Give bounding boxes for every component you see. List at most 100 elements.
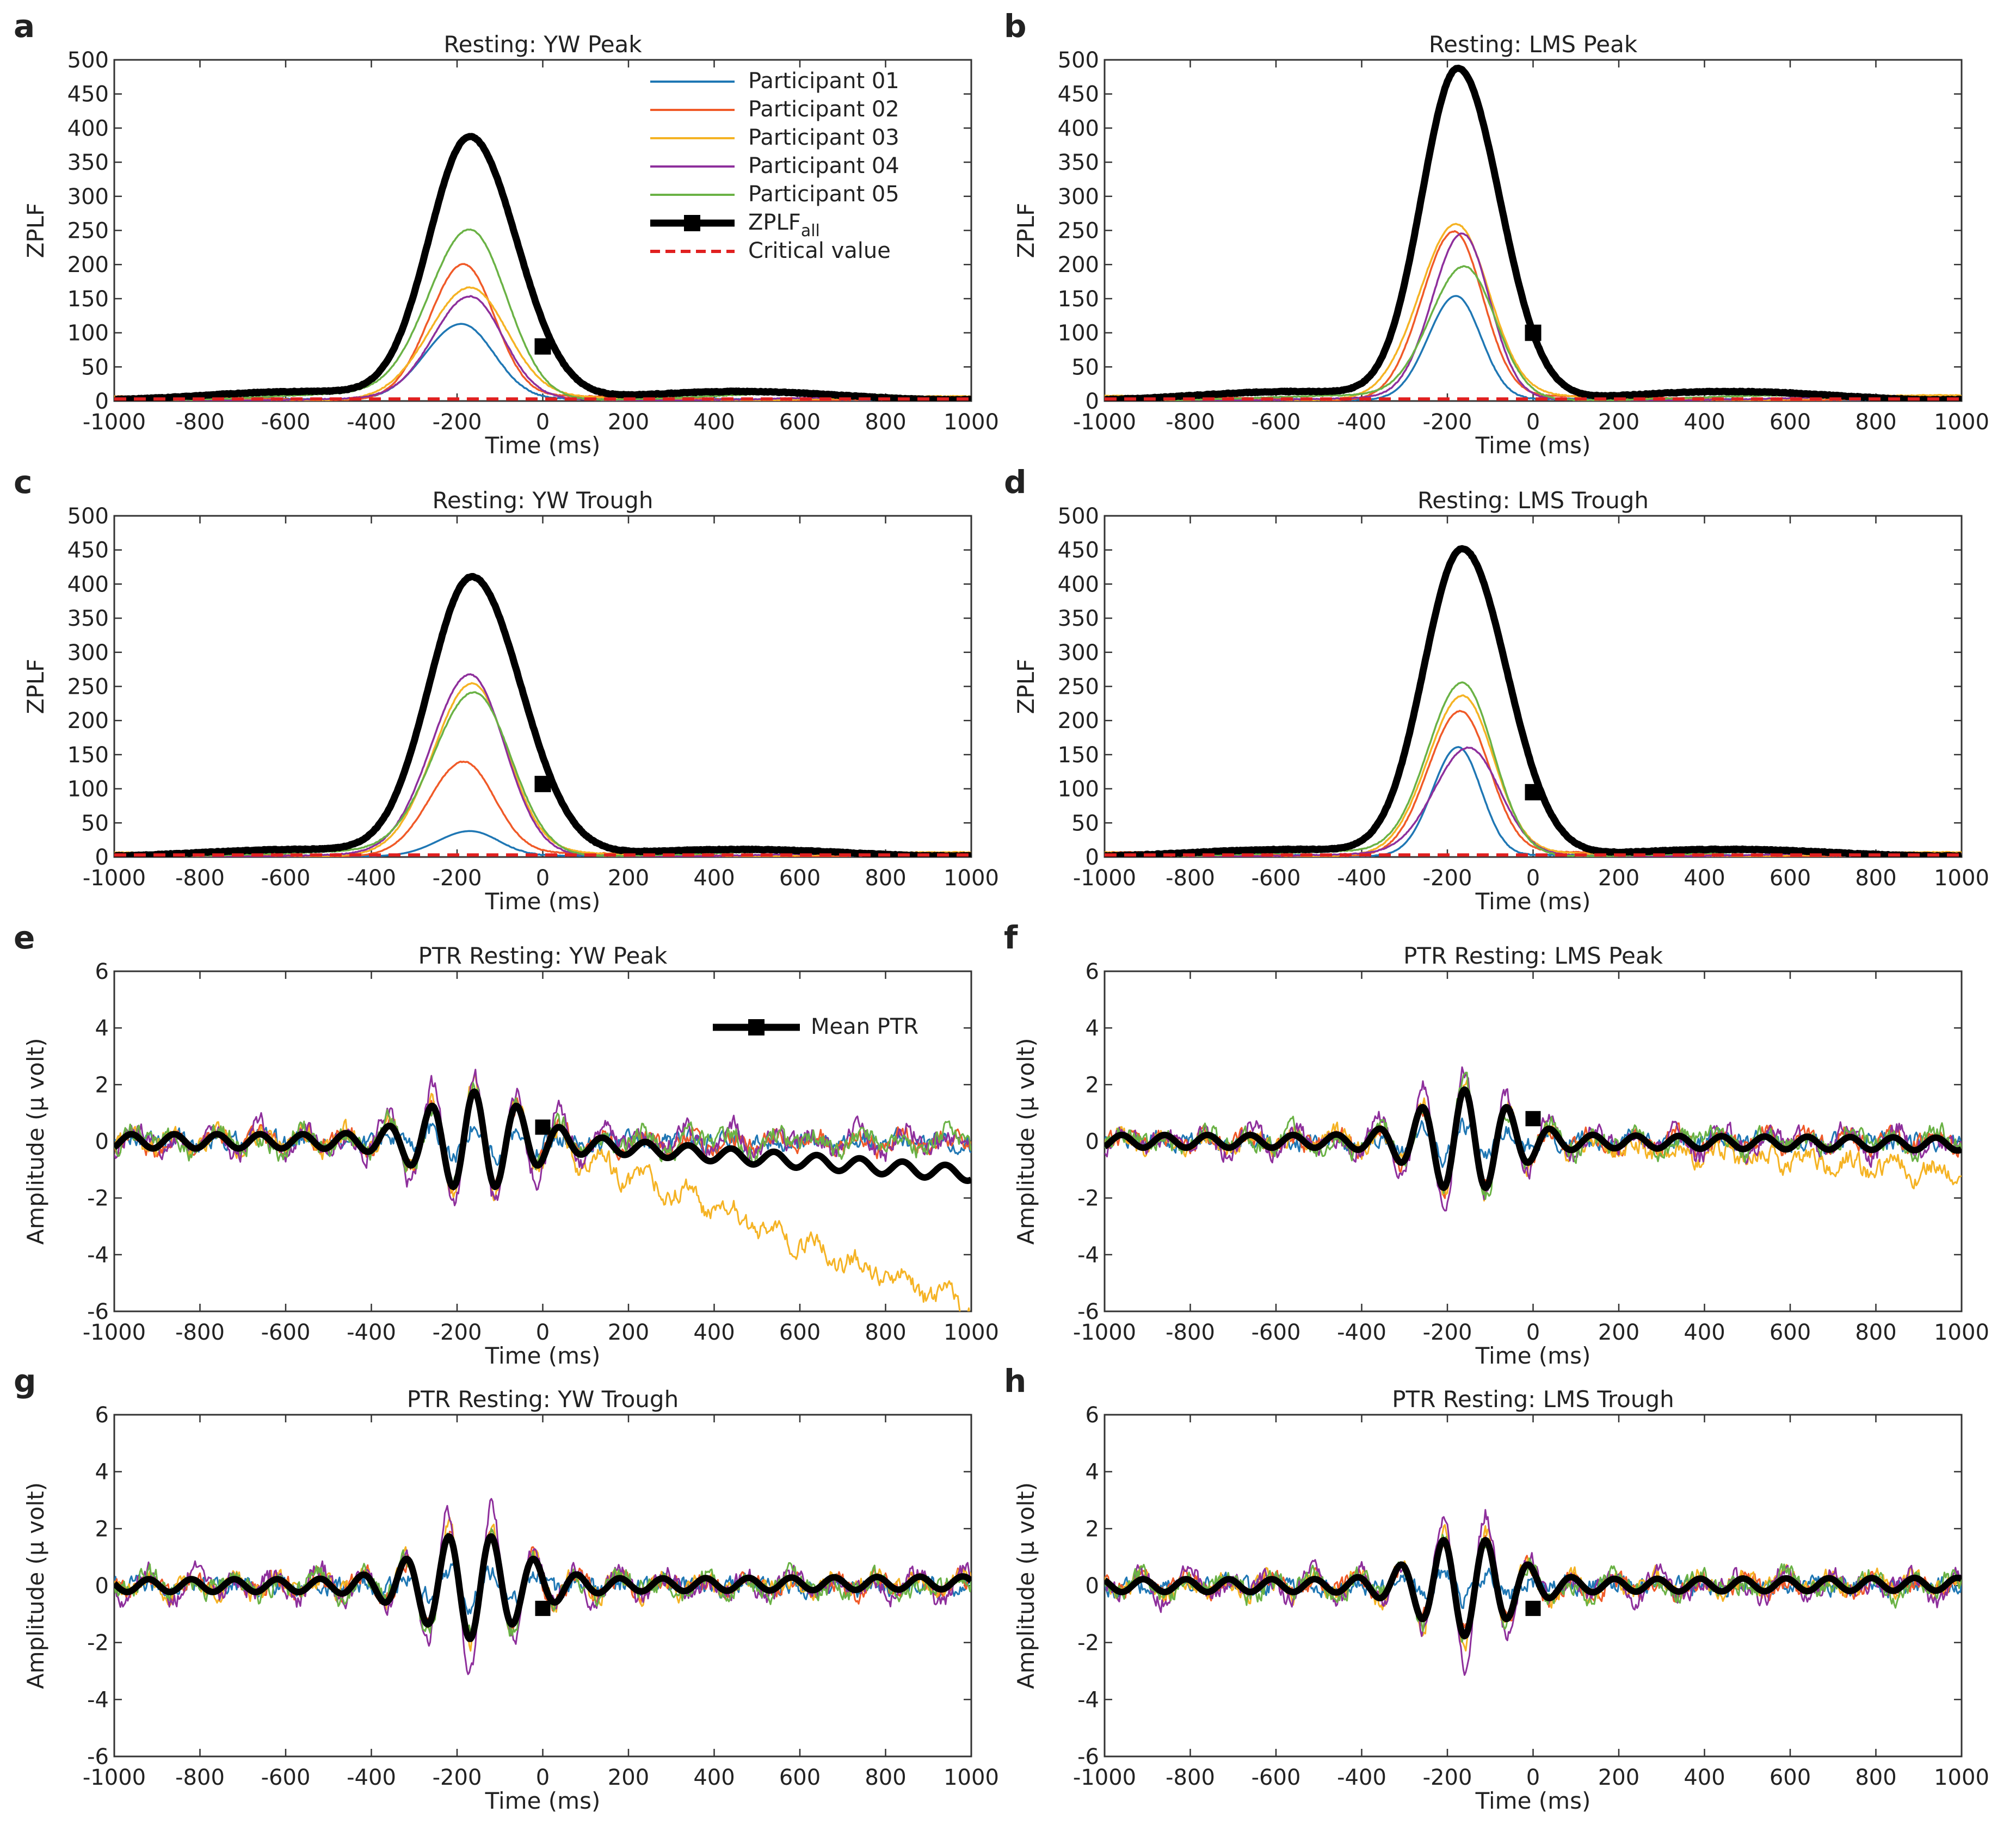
y-axis-label: Amplitude (µ volt) (1013, 1482, 1039, 1689)
x-tick-label: 600 (779, 1765, 821, 1790)
legend-subscript: all (801, 221, 820, 241)
x-axis-label: Time (ms) (1475, 432, 1591, 459)
x-tick-label: 400 (693, 1765, 735, 1790)
y-tick-label: 50 (1071, 811, 1099, 836)
y-tick-label: -6 (1077, 1744, 1099, 1770)
y-tick-label: -4 (1077, 1687, 1099, 1712)
y-tick-label: 100 (67, 321, 109, 346)
plot-area (114, 573, 971, 857)
y-tick-label: 350 (67, 150, 109, 175)
x-tick-label: 400 (693, 410, 735, 435)
chart-title: PTR Resting: YW Trough (407, 1386, 679, 1413)
ptr-marker (1525, 1600, 1541, 1616)
y-tick-label: 450 (1058, 538, 1099, 563)
legend-entry: Participant 02 (748, 97, 899, 122)
legend-entry: ZPLFall (748, 210, 820, 241)
x-tick-label: -400 (1337, 410, 1386, 435)
series-line-participant-03 (114, 682, 971, 857)
axes-box (113, 515, 972, 858)
x-tick-label: -200 (1423, 410, 1472, 435)
legend-entry: Participant 01 (748, 69, 899, 94)
x-tick-label: 200 (1598, 1320, 1639, 1345)
panel-letter: e (14, 919, 35, 956)
series-line-participant-03 (1105, 223, 1962, 401)
series-line-participant-02 (1105, 710, 1962, 857)
x-tick-label: 200 (1598, 410, 1639, 435)
plot-area (1105, 64, 1962, 401)
y-tick-label: 100 (1058, 777, 1099, 802)
x-tick-label: 200 (608, 866, 649, 891)
x-tick-label: -400 (347, 1765, 396, 1790)
x-tick-label: 200 (608, 1765, 649, 1790)
series-line-participant-01 (1105, 1567, 1962, 1609)
x-tick-label: 800 (1855, 410, 1896, 435)
series-line-mean-ptr (114, 1088, 971, 1191)
panel-f: f PTR Resting: LMS Peak-1000 -800 -600 -400-… (1004, 919, 1989, 1369)
y-tick-label: 500 (67, 48, 109, 73)
x-axis-label: Time (ms) (485, 1342, 601, 1369)
x-tick-label: -200 (433, 1320, 482, 1345)
y-tick-label: 450 (67, 538, 109, 563)
x-tick-label: -600 (261, 1765, 311, 1790)
legend-entry: Mean PTR (811, 1014, 918, 1039)
y-tick-label: 0 (95, 389, 109, 414)
panel-letter: d (1004, 464, 1027, 501)
series-line-participant-03 (114, 1074, 970, 1311)
y-tick-label: 500 (1058, 504, 1099, 529)
x-tick-label: -800 (1166, 1765, 1215, 1790)
x-tick-label: -600 (1251, 1320, 1301, 1345)
panel-letter: b (1004, 8, 1027, 45)
y-tick-label: -2 (1077, 1631, 1099, 1656)
x-tick-label: 0 (1526, 1320, 1540, 1345)
x-axis-label: Time (ms) (1475, 1787, 1591, 1814)
x-tick-label: 800 (865, 410, 906, 435)
chart-title: PTR Resting: LMS Trough (1392, 1386, 1674, 1413)
y-tick-label: 250 (1058, 219, 1099, 244)
y-tick-label: -6 (1077, 1299, 1099, 1324)
x-tick-label: -600 (1251, 866, 1301, 891)
y-tick-label: 6 (1086, 1403, 1099, 1428)
ptr-marker (1525, 1111, 1541, 1126)
series-line-participant-04 (1105, 1509, 1962, 1676)
x-tick-label: -1000 (83, 1765, 146, 1790)
series-line-zplf-all (1105, 545, 1962, 857)
x-tick-label: 200 (1598, 866, 1639, 891)
x-tick-label: 400 (1684, 410, 1725, 435)
panel-d: d Resting: LMS Trough -1000 -800 -600 -400 -20… (1004, 464, 1989, 915)
y-axis-label: Amplitude (µ volt) (1013, 1038, 1039, 1244)
x-tick-label: -600 (1251, 1765, 1301, 1790)
legend-marker (748, 1019, 765, 1035)
y-tick-label: 200 (1058, 708, 1099, 733)
panel-letter: c (14, 464, 32, 501)
y-tick-label: 400 (67, 572, 109, 597)
plot-area (114, 133, 971, 401)
series-line-participant-01 (114, 323, 971, 401)
panel-letter: h (1004, 1363, 1026, 1400)
x-tick-label: -600 (261, 1320, 311, 1345)
x-tick-label: 600 (1770, 866, 1811, 891)
y-tick-label: 500 (67, 504, 109, 529)
panel-letter: g (14, 1363, 36, 1400)
y-axis-label: ZPLF (22, 659, 49, 714)
plot-area (1105, 545, 1962, 857)
y-tick-label: 100 (1058, 321, 1099, 346)
x-tick-label: 800 (865, 866, 906, 891)
x-tick-label: 1000 (944, 1765, 999, 1790)
plot-area (114, 1069, 971, 1311)
legend-entry: Participant 05 (748, 182, 899, 207)
y-tick-label: 50 (1071, 355, 1099, 380)
axes-box (1103, 59, 1963, 402)
panel-letter: f (1004, 919, 1018, 956)
chart-title: PTR Resting: YW Peak (418, 942, 668, 969)
y-tick-label: 350 (67, 606, 109, 631)
x-tick-label: -1000 (1073, 410, 1136, 435)
x-tick-label: -800 (1166, 1320, 1215, 1345)
x-tick-label: 200 (1598, 1765, 1639, 1790)
axes-box (1103, 515, 1963, 858)
x-tick-label: -200 (1423, 866, 1472, 891)
panel-c: c Resting: YW Trough -1000 -800 -600 -400 -200… (14, 464, 999, 915)
panel-letter: a (14, 8, 35, 45)
y-tick-label: 400 (1058, 572, 1099, 597)
x-tick-label: 1000 (1934, 866, 1989, 891)
